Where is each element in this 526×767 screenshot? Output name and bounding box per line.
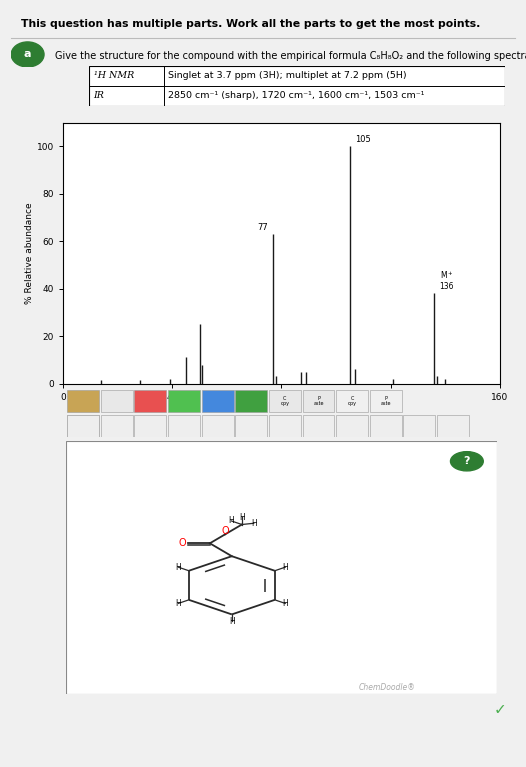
FancyBboxPatch shape xyxy=(269,390,301,412)
FancyBboxPatch shape xyxy=(302,390,335,412)
Text: C
opy: C opy xyxy=(280,396,289,407)
Text: H: H xyxy=(251,518,257,528)
FancyBboxPatch shape xyxy=(67,415,99,436)
FancyBboxPatch shape xyxy=(134,390,166,412)
Text: ?: ? xyxy=(463,456,470,466)
Text: H: H xyxy=(229,617,235,626)
FancyBboxPatch shape xyxy=(201,390,234,412)
FancyBboxPatch shape xyxy=(66,441,497,694)
Text: 77: 77 xyxy=(257,222,268,232)
Text: O: O xyxy=(178,538,186,548)
Text: H: H xyxy=(282,563,288,571)
FancyBboxPatch shape xyxy=(168,390,200,412)
Text: H: H xyxy=(282,599,288,608)
FancyBboxPatch shape xyxy=(403,415,436,436)
FancyBboxPatch shape xyxy=(67,390,99,412)
Circle shape xyxy=(11,42,44,67)
Text: ¹H NMR: ¹H NMR xyxy=(94,71,134,81)
Text: a: a xyxy=(24,49,32,60)
Text: P
aste: P aste xyxy=(380,396,391,407)
FancyBboxPatch shape xyxy=(336,390,368,412)
FancyBboxPatch shape xyxy=(235,415,267,436)
X-axis label: m/z: m/z xyxy=(272,403,290,413)
Text: 105: 105 xyxy=(355,135,371,144)
Text: Give the structure for the compound with the empirical formula C₈H₈O₂ and the fo: Give the structure for the compound with… xyxy=(55,51,526,61)
FancyBboxPatch shape xyxy=(235,390,267,412)
Text: H: H xyxy=(228,516,234,525)
FancyBboxPatch shape xyxy=(67,415,99,436)
Y-axis label: % Relative abundance: % Relative abundance xyxy=(25,202,34,304)
Text: 2850 cm⁻¹ (sharp), 1720 cm⁻¹, 1600 cm⁻¹, 1503 cm⁻¹: 2850 cm⁻¹ (sharp), 1720 cm⁻¹, 1600 cm⁻¹,… xyxy=(168,91,425,100)
Text: C
opy: C opy xyxy=(348,396,357,407)
Circle shape xyxy=(450,452,483,471)
Text: H: H xyxy=(239,513,245,522)
FancyBboxPatch shape xyxy=(201,415,234,436)
Text: P
aste: P aste xyxy=(313,396,324,407)
FancyBboxPatch shape xyxy=(370,390,402,412)
FancyBboxPatch shape xyxy=(269,415,301,436)
Text: ChemDoodle®: ChemDoodle® xyxy=(359,683,416,693)
FancyBboxPatch shape xyxy=(168,415,200,436)
Text: H: H xyxy=(176,599,181,608)
Text: Singlet at 3.7 ppm (3H); multiplet at 7.2 ppm (5H): Singlet at 3.7 ppm (3H); multiplet at 7.… xyxy=(168,71,407,81)
FancyBboxPatch shape xyxy=(134,415,166,436)
FancyBboxPatch shape xyxy=(100,415,133,436)
FancyBboxPatch shape xyxy=(437,415,469,436)
Text: IR: IR xyxy=(94,91,105,100)
FancyBboxPatch shape xyxy=(370,415,402,436)
Text: H: H xyxy=(176,563,181,571)
FancyBboxPatch shape xyxy=(336,415,368,436)
Text: ✓: ✓ xyxy=(493,702,506,717)
FancyBboxPatch shape xyxy=(100,390,133,412)
FancyBboxPatch shape xyxy=(302,415,335,436)
Text: O: O xyxy=(221,526,229,536)
Text: M$^+$
136: M$^+$ 136 xyxy=(440,269,454,291)
Text: This question has multiple parts. Work all the parts to get the most points.: This question has multiple parts. Work a… xyxy=(21,19,480,29)
FancyBboxPatch shape xyxy=(89,66,505,106)
